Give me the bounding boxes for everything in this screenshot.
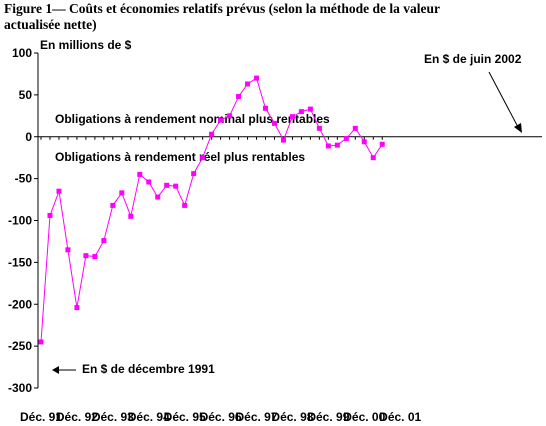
data-point: [155, 194, 161, 200]
data-point: [379, 141, 385, 147]
data-point: [146, 179, 152, 185]
annotation-nominal: Obligations à rendement nominal plus ren…: [55, 112, 330, 126]
data-point: [289, 114, 295, 120]
data-point: [209, 131, 215, 137]
arrow-june-2002-head: [514, 123, 522, 133]
y-tick-label: 50: [19, 88, 33, 102]
data-point: [38, 339, 44, 345]
data-point: [191, 171, 197, 177]
annotation-real: Obligations à rendement réel plus rentab…: [55, 150, 306, 164]
y-tick-label: 0: [25, 130, 32, 144]
y-axis-label: En millions de $: [40, 38, 132, 52]
data-point: [173, 183, 179, 189]
data-point: [92, 254, 98, 260]
data-point: [227, 113, 233, 119]
y-tick-label: 100: [12, 46, 32, 60]
y-tick-label: -100: [8, 214, 32, 228]
data-point: [74, 305, 80, 311]
data-point: [182, 202, 188, 208]
annotation-december-1991: En $ de décembre 1991: [82, 362, 215, 376]
series-line: [40, 77, 383, 342]
x-tick-label: Déc. 97: [236, 410, 278, 424]
x-tick-label: Déc. 92: [56, 410, 98, 424]
data-point: [245, 81, 251, 87]
data-point: [200, 155, 206, 161]
annotation-arrows: [52, 71, 522, 374]
data-point: [236, 94, 242, 100]
y-tick-label: -50: [15, 172, 33, 186]
chart-title: Figure 1— Coûts et économies relatifs pr…: [4, 1, 484, 33]
series-markers: [38, 75, 385, 345]
x-tick-label: Déc. 96: [200, 410, 242, 424]
data-point: [137, 171, 143, 177]
x-tick-label: Déc. 93: [92, 410, 134, 424]
data-point: [325, 143, 331, 149]
data-point: [334, 142, 340, 148]
data-point: [83, 253, 89, 259]
data-point: [65, 247, 71, 253]
data-point: [298, 109, 304, 115]
chart-title-line1: Figure 1— Coûts et économies relatifs pr…: [4, 1, 440, 16]
x-tick-label: Déc. 95: [164, 410, 206, 424]
x-tick-label: Déc. 99: [307, 410, 349, 424]
x-tick-label: Déc. 98: [271, 410, 313, 424]
y-tick-label: -250: [8, 339, 32, 353]
data-point: [254, 75, 260, 81]
data-point: [164, 182, 170, 188]
data-point: [110, 202, 116, 208]
data-point: [361, 139, 367, 145]
data-point: [271, 120, 277, 126]
y-tick-label: -200: [8, 297, 32, 311]
data-point: [316, 125, 322, 131]
data-point: [343, 135, 349, 141]
data-point: [101, 238, 107, 244]
data-point: [218, 117, 224, 123]
annotation-june-2002: En $ de juin 2002: [424, 52, 522, 66]
data-point: [352, 125, 358, 131]
x-tick-label: Déc. 91: [20, 410, 62, 424]
y-tick-label: -150: [8, 255, 32, 269]
x-tick-label: Déc. 00: [343, 410, 385, 424]
data-point: [370, 155, 376, 161]
data-point: [119, 190, 125, 196]
arrow-june-2002: [488, 71, 520, 130]
data-point: [263, 105, 268, 111]
data-point: [307, 106, 313, 112]
x-tick-label: Déc. 94: [128, 410, 170, 424]
y-tick-label: -300: [8, 381, 32, 395]
data-point: [56, 188, 62, 194]
x-tick-label: Déc. 01: [379, 410, 421, 424]
arrow-december-1991-head: [52, 366, 59, 374]
data-point: [128, 213, 134, 219]
chart-axes: [37, 53, 542, 388]
data-point: [280, 137, 286, 143]
chart-title-line2: actualisée nette): [4, 17, 97, 32]
data-point: [47, 212, 53, 218]
